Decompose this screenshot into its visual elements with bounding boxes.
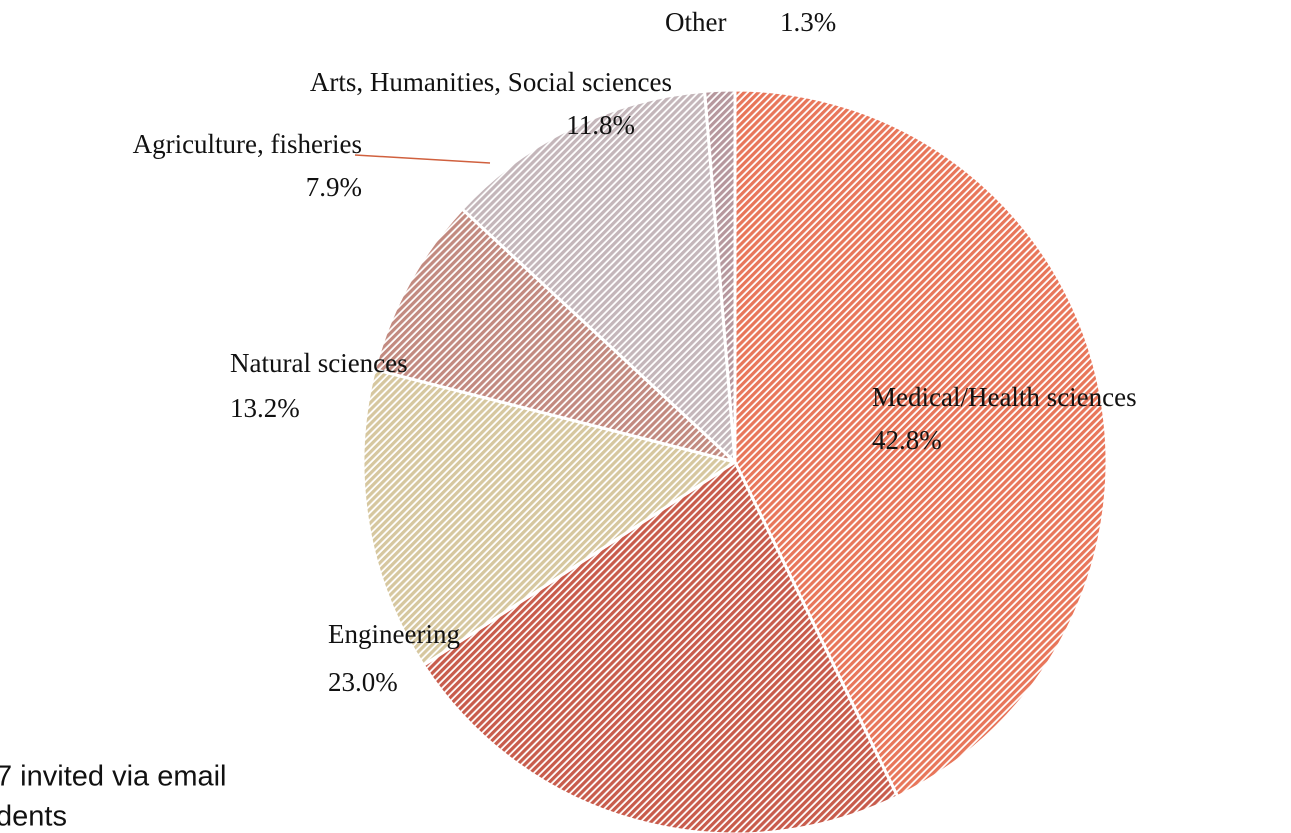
slice-value-label: 11.8% [566, 110, 635, 140]
leader-line [354, 154, 491, 164]
pie-slice [460, 89, 737, 464]
slice-label: Agriculture, fisheries [133, 129, 362, 159]
note: dents [0, 801, 67, 833]
slice-label: Other [665, 7, 726, 37]
pie-slice [421, 460, 900, 833]
slice-value-label: 13.2% [230, 393, 300, 423]
slice-value-label: 42.8% [872, 425, 942, 455]
slice-label: Arts, Humanities, Social sciences [310, 67, 672, 97]
note: 7 invited via email [0, 761, 227, 793]
pie-slice [703, 88, 737, 464]
pie-slice [373, 207, 737, 464]
slice-label: Medical/Health sciences [872, 382, 1137, 412]
slice-label: Natural sciences [230, 348, 408, 378]
pie-slice [733, 88, 1109, 799]
slice-value-label: 7.9% [306, 172, 362, 202]
slice-label: Engineering [328, 619, 460, 649]
slice-value-label: 23.0% [328, 667, 398, 697]
slice-value-label: 1.3% [780, 7, 836, 37]
pie-slice [361, 367, 737, 667]
